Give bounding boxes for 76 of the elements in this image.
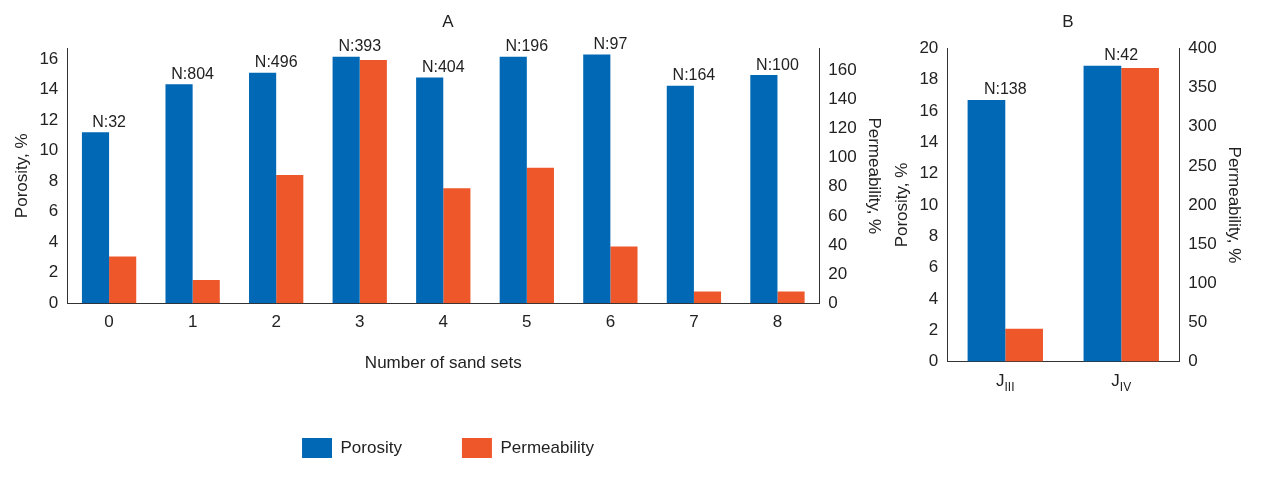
annotation: N:196 bbox=[505, 37, 549, 55]
bar bbox=[192, 279, 220, 304]
y2-tick-label: 400 bbox=[1188, 38, 1217, 58]
annotation: N:100 bbox=[756, 55, 799, 73]
y-tick-label: 14 bbox=[39, 79, 59, 99]
x-tick-label: 7 bbox=[689, 312, 699, 332]
y2-tick-label: 120 bbox=[828, 118, 857, 138]
y-tick-label: 6 bbox=[48, 201, 59, 221]
x-tick-label: 1 bbox=[187, 312, 198, 332]
bar bbox=[610, 246, 638, 304]
y-tick-label: 18 bbox=[919, 69, 939, 89]
y-tick-label: 16 bbox=[919, 100, 939, 120]
y-tick-label: 10 bbox=[39, 140, 59, 160]
y-axis-title: Porosity, % bbox=[11, 133, 31, 219]
y2-tick-label: 140 bbox=[828, 89, 857, 109]
legend-label: Permeability bbox=[500, 437, 595, 457]
x-tick-label: 5 bbox=[522, 312, 532, 332]
y-tick-label: 20 bbox=[919, 38, 939, 58]
bar bbox=[165, 84, 193, 304]
y2-tick-label: 300 bbox=[1188, 116, 1217, 136]
y-tick-label: 10 bbox=[919, 194, 939, 214]
y2-tick-label: 0 bbox=[1188, 351, 1198, 371]
y2-tick-label: 250 bbox=[1188, 155, 1217, 175]
y2-tick-label: 80 bbox=[828, 176, 848, 196]
y-tick-label: 12 bbox=[39, 109, 59, 129]
annotation: N:496 bbox=[254, 53, 298, 71]
annotation: N:97 bbox=[593, 34, 628, 52]
y-tick-label: 8 bbox=[928, 226, 939, 246]
y2-tick-label: 100 bbox=[1188, 272, 1217, 292]
annotation: N:138 bbox=[983, 80, 1027, 98]
y-tick-label: 16 bbox=[39, 48, 59, 68]
bar bbox=[750, 75, 778, 304]
annotation: N:804 bbox=[171, 64, 215, 82]
y2-tick-label: 40 bbox=[828, 234, 848, 254]
annotation: N:164 bbox=[672, 66, 716, 84]
annotation: N:393 bbox=[338, 37, 382, 55]
x-tick-label: 6 bbox=[605, 312, 616, 332]
y-axis-title: Porosity, % bbox=[891, 162, 911, 248]
y2-tick-label: 200 bbox=[1188, 194, 1217, 214]
y-tick-label: 2 bbox=[48, 262, 59, 282]
bar bbox=[81, 132, 110, 304]
bar bbox=[777, 291, 805, 304]
x-tick-label: 0 bbox=[104, 312, 114, 332]
chart-title: A bbox=[442, 11, 455, 31]
x-tick-label: 8 bbox=[772, 312, 783, 332]
y2-tick-label: 150 bbox=[1188, 233, 1217, 253]
y-tick-label: 4 bbox=[928, 288, 939, 308]
x-tick-label: 2 bbox=[271, 312, 281, 332]
bar bbox=[109, 256, 137, 304]
bar bbox=[583, 54, 611, 304]
x-tick-label: 3 bbox=[355, 312, 365, 332]
y-tick-label: 8 bbox=[48, 170, 59, 190]
annotation: N:42 bbox=[1104, 46, 1139, 64]
annotation: N:32 bbox=[92, 112, 127, 130]
y2-tick-label: 50 bbox=[1188, 312, 1208, 332]
chart-title: B bbox=[1062, 11, 1074, 31]
y-tick-label: 0 bbox=[48, 292, 59, 312]
legend-label: Porosity bbox=[340, 437, 403, 457]
y-tick-label: 6 bbox=[928, 257, 939, 277]
bar bbox=[666, 85, 694, 304]
y-tick-label: 12 bbox=[919, 163, 939, 183]
y2-axis-title: Permeability, % bbox=[1225, 146, 1245, 264]
y2-tick-label: 0 bbox=[828, 292, 838, 312]
x-tick-label: 4 bbox=[438, 312, 449, 332]
y-tick-label: 4 bbox=[48, 231, 59, 251]
annotation: N:404 bbox=[421, 57, 465, 75]
y2-tick-label: 160 bbox=[828, 59, 857, 79]
y-tick-label: 0 bbox=[928, 351, 939, 371]
y2-tick-label: 60 bbox=[828, 205, 848, 225]
y2-axis-title: Permeability, % bbox=[865, 117, 885, 235]
y2-tick-label: 350 bbox=[1188, 77, 1217, 97]
x-axis-title: Number of sand sets bbox=[364, 353, 522, 373]
y-tick-label: 14 bbox=[919, 132, 939, 152]
y2-tick-label: 20 bbox=[828, 263, 848, 283]
y2-tick-label: 100 bbox=[828, 147, 857, 167]
bar bbox=[693, 291, 722, 304]
